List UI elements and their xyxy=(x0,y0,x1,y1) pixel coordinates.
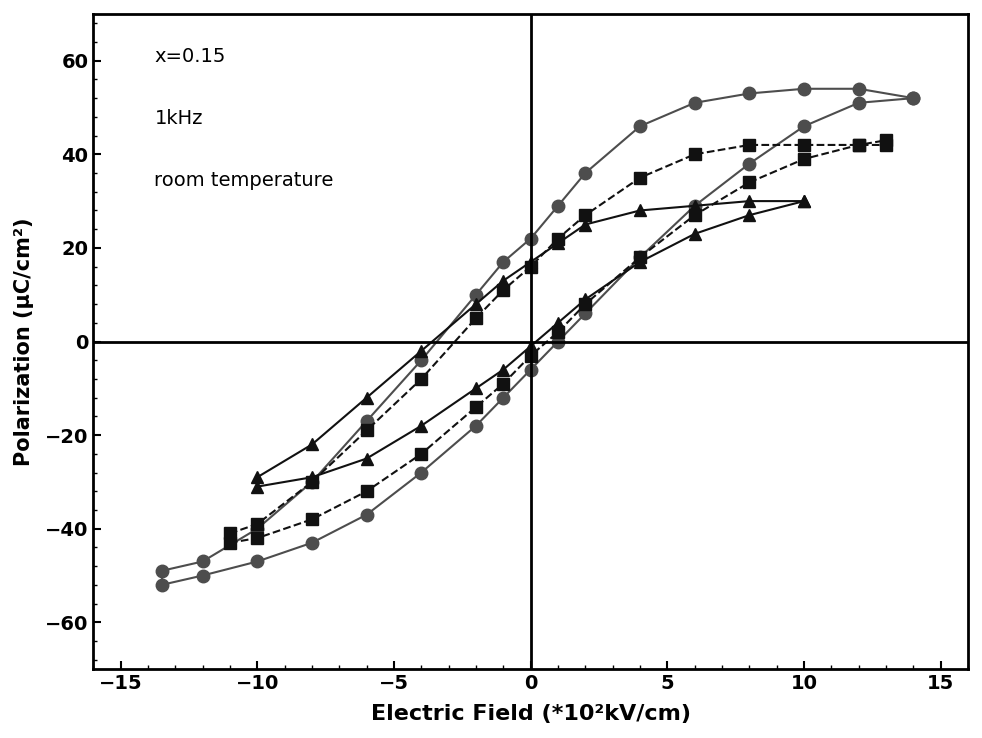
Y-axis label: Polarization (μC/cm²): Polarization (μC/cm²) xyxy=(14,217,34,466)
Text: x=0.15

1kHz

room temperature: x=0.15 1kHz room temperature xyxy=(154,46,334,190)
X-axis label: Electric Field (*10²kV/cm): Electric Field (*10²kV/cm) xyxy=(370,704,690,724)
